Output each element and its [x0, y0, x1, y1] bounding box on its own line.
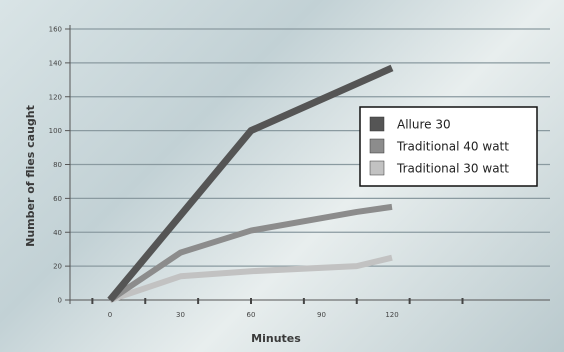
legend: Allure 30 Traditional 40 watt Traditional … — [359, 106, 538, 187]
x-tick-label: 60 — [247, 311, 256, 319]
x-tick-label: 90 — [317, 311, 326, 319]
x-tick-label: 0 — [108, 311, 112, 319]
x-tick-label: 120 — [385, 311, 398, 319]
y-tick-label: 20 — [53, 263, 62, 271]
y-tick-label: 100 — [49, 127, 62, 135]
legend-label: Traditional 30 watt — [396, 162, 509, 176]
x-tick-label: 30 — [176, 311, 185, 319]
legend-swatch — [369, 116, 385, 132]
y-tick-label: 160 — [49, 26, 62, 34]
legend-swatch — [369, 160, 385, 176]
y-tick-label: 0 — [58, 297, 62, 305]
y-tick-label: 80 — [53, 161, 62, 169]
series-line — [107, 64, 394, 303]
legend-swatch — [369, 138, 385, 154]
legend-label: Allure 30 — [397, 118, 451, 132]
tick-labels: 0 20 40 60 80 100 120 140 160 0 30 60 90 120 — [49, 26, 464, 319]
series-line — [109, 254, 393, 303]
y-tick-label: 60 — [53, 195, 62, 203]
series-lines — [107, 64, 394, 303]
y-tick-label: 120 — [49, 93, 62, 101]
legend-box — [359, 106, 538, 187]
y-tick-label: 140 — [49, 59, 62, 67]
x-axis-title: Minutes — [251, 332, 301, 345]
y-axis-title: Number of flies caught — [24, 105, 37, 247]
series-line — [108, 203, 393, 303]
gridlines — [70, 28, 550, 267]
legend-label: Traditional 40 watt — [396, 140, 509, 154]
y-tick-label: 40 — [53, 229, 62, 237]
